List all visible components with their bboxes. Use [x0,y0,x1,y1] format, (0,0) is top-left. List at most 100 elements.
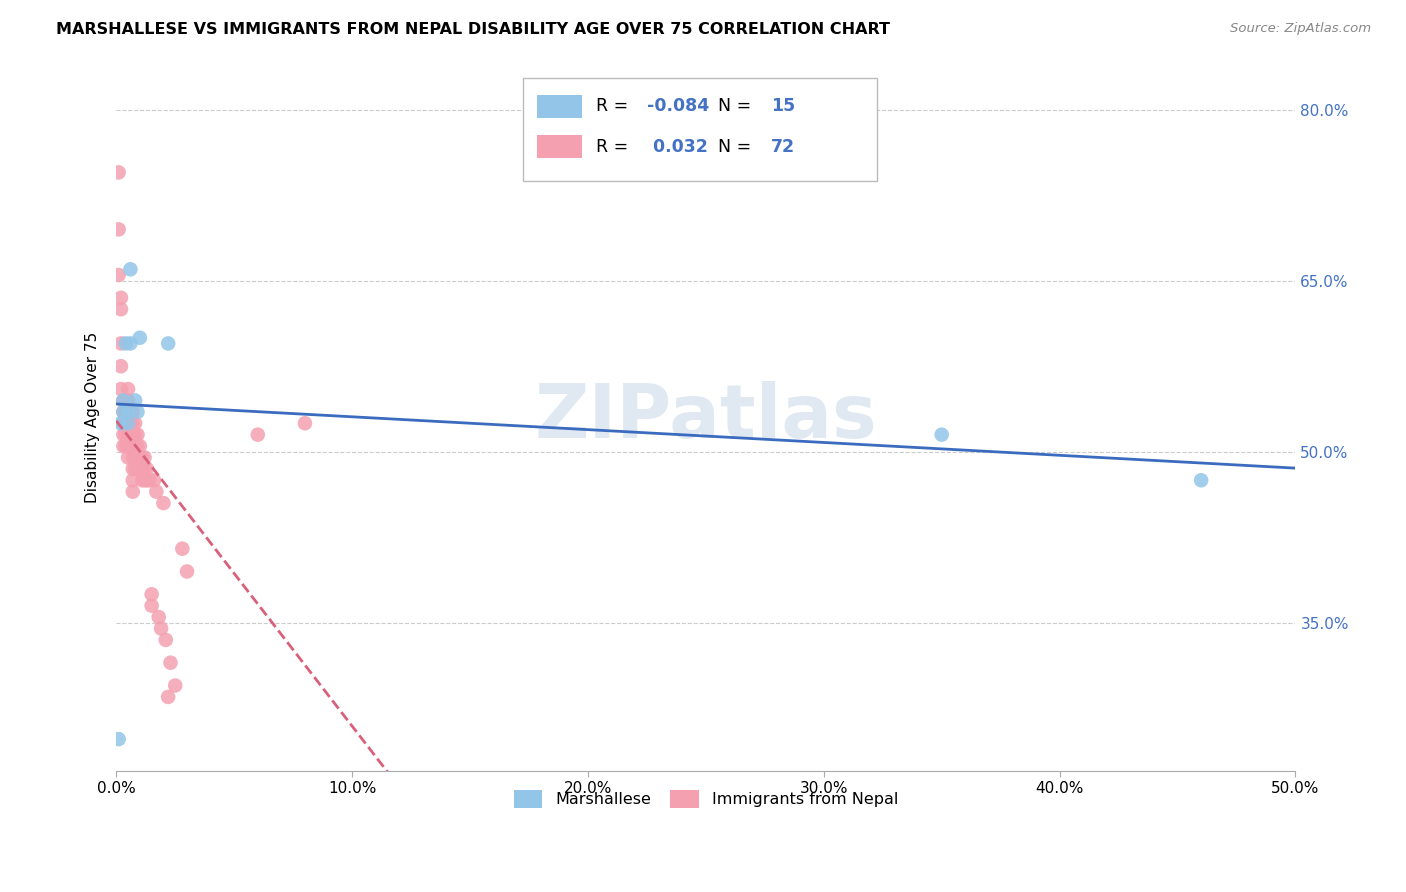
Point [112,405,135,419]
Point [120,405,142,419]
Point [128,450,150,465]
Point [124,427,146,442]
Point [145,484,167,499]
Point [120,336,142,351]
Point [117,416,139,430]
Point [155,632,177,647]
Point [134,473,156,487]
Point [121,416,143,430]
Point [120,427,142,442]
Point [117,405,139,419]
Point [121,439,143,453]
Text: 15: 15 [770,97,794,115]
Point [121,462,143,476]
Point [114,427,136,442]
Text: 72: 72 [770,137,794,156]
Point [157,690,180,704]
Point [1189,473,1212,487]
Point [124,462,146,476]
Point [110,416,132,430]
Text: R =: R = [596,97,634,115]
Point [131,462,153,476]
Point [134,450,156,465]
Point [110,382,132,396]
Point [114,336,136,351]
Point [150,622,173,636]
Point [176,565,198,579]
Point [107,165,129,179]
Point [121,405,143,419]
FancyBboxPatch shape [523,78,877,181]
Point [127,427,149,442]
Point [107,268,129,282]
Point [124,439,146,453]
Point [120,262,142,277]
Text: N =: N = [717,97,756,115]
Point [141,587,163,601]
Point [128,331,150,345]
Point [117,427,139,442]
Point [143,473,166,487]
Point [121,427,143,442]
Point [121,484,143,499]
Point [114,439,136,453]
Point [128,462,150,476]
Point [246,427,269,442]
Point [157,336,180,351]
Point [138,473,160,487]
Y-axis label: Disability Age Over 75: Disability Age Over 75 [86,332,100,503]
Text: R =: R = [596,137,634,156]
Point [127,405,149,419]
Point [152,496,174,510]
Point [107,732,129,747]
Point [172,541,194,556]
Text: 0.032: 0.032 [647,137,707,156]
Point [931,427,953,442]
Text: ZIPatlas: ZIPatlas [534,381,877,454]
Point [124,393,146,408]
Point [127,439,149,453]
Text: Source: ZipAtlas.com: Source: ZipAtlas.com [1230,22,1371,36]
Point [110,291,132,305]
Point [136,462,159,476]
Point [110,359,132,374]
Point [141,599,163,613]
Point [107,222,129,236]
Point [136,473,159,487]
Legend: Marshallese, Immigrants from Nepal: Marshallese, Immigrants from Nepal [506,781,905,816]
Point [159,656,181,670]
Point [112,393,135,408]
Point [127,450,149,465]
Point [117,405,139,419]
Text: MARSHALLESE VS IMMIGRANTS FROM NEPAL DISABILITY AGE OVER 75 CORRELATION CHART: MARSHALLESE VS IMMIGRANTS FROM NEPAL DIS… [56,22,890,37]
FancyBboxPatch shape [537,95,582,118]
Point [131,450,153,465]
Point [112,393,135,408]
Point [117,416,139,430]
Point [117,450,139,465]
Point [117,382,139,396]
Point [165,679,187,693]
Point [148,610,170,624]
FancyBboxPatch shape [537,136,582,158]
Point [110,336,132,351]
Point [134,462,156,476]
Point [128,439,150,453]
Point [112,439,135,453]
Text: -0.084: -0.084 [647,97,709,115]
Point [114,405,136,419]
Point [121,450,143,465]
Text: N =: N = [717,137,756,156]
Point [110,302,132,317]
Point [124,450,146,465]
Point [112,405,135,419]
Point [131,473,153,487]
Point [120,416,142,430]
Point [117,393,139,408]
Point [120,439,142,453]
Point [112,427,135,442]
Point [294,416,316,430]
Point [124,416,146,430]
Point [114,393,136,408]
Point [117,439,139,453]
